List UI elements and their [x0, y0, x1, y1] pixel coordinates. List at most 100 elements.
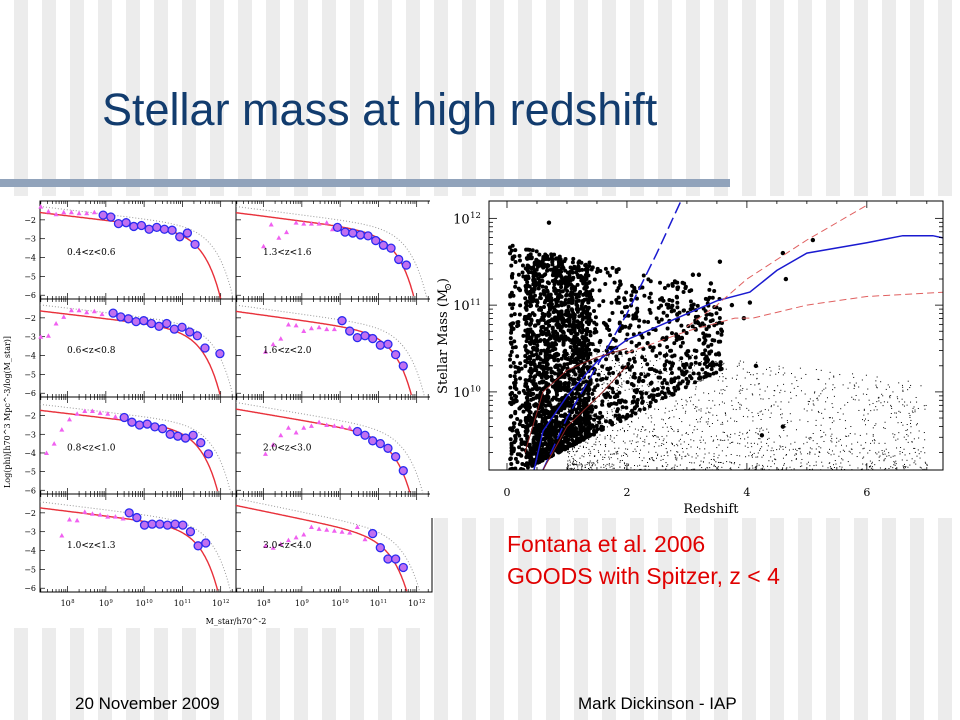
faint-galaxy-point: [786, 454, 788, 456]
faint-galaxy-point: [701, 467, 703, 469]
faint-galaxy-point: [774, 390, 776, 392]
galaxy-point: [565, 372, 570, 377]
triangle-point: [61, 314, 67, 319]
faint-galaxy-point: [646, 384, 648, 386]
faint-galaxy-point: [613, 464, 615, 466]
faint-galaxy-point: [909, 422, 911, 424]
faint-galaxy-point: [799, 367, 801, 369]
galaxy-point: [626, 361, 631, 366]
faint-galaxy-point: [894, 462, 896, 464]
faint-galaxy-point: [863, 409, 865, 411]
faint-galaxy-point: [820, 436, 822, 438]
faint-galaxy-point: [607, 412, 609, 414]
faint-galaxy-point: [666, 441, 668, 443]
faint-galaxy-point: [581, 468, 583, 470]
faint-galaxy-point: [734, 462, 736, 464]
faint-galaxy-point: [605, 443, 607, 445]
faint-galaxy-point: [629, 411, 631, 413]
galaxy-point: [553, 406, 558, 411]
faint-galaxy-point: [699, 418, 701, 420]
galaxy-point: [707, 287, 712, 292]
faint-galaxy-point: [646, 401, 648, 403]
faint-galaxy-point: [833, 395, 835, 397]
galaxy-point: [624, 405, 629, 410]
galaxy-point: [528, 362, 533, 367]
faint-galaxy-point: [656, 436, 658, 438]
faint-galaxy-point: [768, 409, 770, 411]
faint-galaxy-point: [596, 421, 598, 423]
circle-point: [375, 438, 385, 449]
faint-galaxy-point: [599, 376, 601, 378]
faint-galaxy-point: [812, 403, 814, 405]
faint-galaxy-point: [661, 443, 663, 445]
galaxy-point: [555, 299, 560, 304]
galaxy-point: [693, 355, 698, 360]
faint-galaxy-point: [649, 459, 651, 461]
faint-galaxy-point: [606, 417, 608, 419]
faint-galaxy-point: [857, 441, 859, 443]
faint-galaxy-point: [681, 456, 683, 458]
galaxy-point: [626, 313, 631, 318]
faint-galaxy-point: [785, 446, 787, 448]
galaxy-point: [552, 285, 557, 290]
faint-galaxy-point: [569, 451, 571, 453]
faint-galaxy-point: [677, 451, 679, 453]
faint-galaxy-point: [768, 437, 770, 439]
galaxy-point: [641, 273, 646, 278]
faint-galaxy-point: [796, 380, 798, 382]
faint-galaxy-point: [737, 442, 739, 444]
faint-galaxy-point: [715, 461, 717, 463]
galaxy-point: [648, 291, 653, 296]
faint-galaxy-point: [612, 429, 614, 431]
circle-point: [185, 527, 196, 537]
faint-galaxy-point: [690, 400, 692, 402]
faint-galaxy-point: [722, 431, 724, 433]
faint-galaxy-point: [712, 440, 714, 442]
galaxy-point: [610, 386, 615, 391]
triangle-point: [301, 425, 307, 430]
galaxy-point: [660, 385, 665, 390]
galaxy-point: [542, 305, 547, 310]
faint-galaxy-point: [653, 434, 655, 436]
redshift-bin-label: 0.6<z<0.8: [67, 346, 116, 356]
faint-galaxy-point: [752, 416, 754, 418]
faint-galaxy-point: [723, 362, 725, 364]
faint-galaxy-point: [668, 384, 670, 386]
faint-galaxy-point: [731, 441, 733, 443]
y-tick-label: −4: [24, 254, 36, 263]
faint-galaxy-point: [643, 405, 645, 407]
faint-galaxy-point: [676, 465, 678, 467]
faint-galaxy-point: [760, 410, 762, 412]
faint-galaxy-point: [891, 407, 893, 409]
faint-galaxy-point: [797, 385, 799, 387]
faint-galaxy-point: [663, 438, 665, 440]
galaxy-point: [674, 338, 679, 343]
galaxy-point: [583, 263, 588, 268]
galaxy-point: [559, 294, 564, 299]
faint-galaxy-point: [753, 442, 755, 444]
faint-galaxy-point: [716, 447, 718, 449]
faint-galaxy-point: [700, 436, 702, 438]
faint-galaxy-point: [914, 451, 916, 453]
faint-galaxy-point: [684, 455, 686, 457]
faint-galaxy-point: [769, 417, 771, 419]
faint-galaxy-point: [633, 433, 635, 435]
faint-galaxy-point: [736, 374, 738, 376]
faint-galaxy-point: [847, 401, 849, 403]
galaxy-point: [675, 287, 680, 292]
circle-point: [139, 520, 150, 530]
faint-galaxy-point: [699, 421, 701, 423]
faint-galaxy-point: [833, 375, 835, 377]
faint-galaxy-point: [572, 457, 574, 459]
faint-galaxy-point: [842, 413, 844, 415]
galaxy-point: [510, 466, 515, 470]
faint-galaxy-point: [678, 440, 680, 442]
faint-galaxy-point: [613, 453, 615, 455]
faint-galaxy-point: [766, 449, 768, 451]
galaxy-point: [537, 307, 542, 312]
faint-galaxy-point: [679, 464, 681, 466]
faint-galaxy-point: [567, 465, 569, 467]
galaxy-point: [604, 323, 609, 328]
galaxy-point: [547, 336, 552, 341]
circle-point: [146, 318, 157, 329]
